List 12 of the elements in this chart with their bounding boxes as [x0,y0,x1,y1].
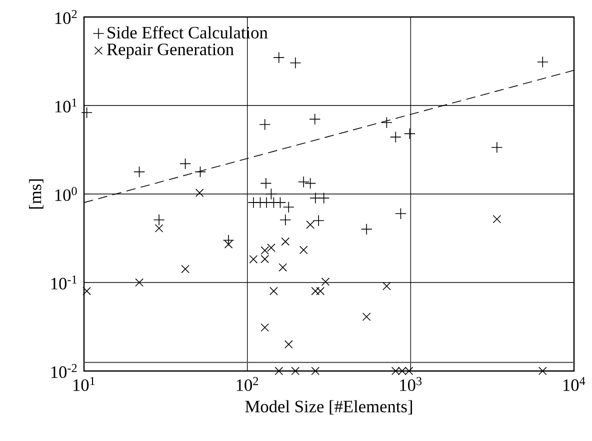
y-tick-label: 10$^{2}$ [55,10,77,24]
y-tick-label: 10$^{1}$ [55,98,77,112]
y-tick-label: 10$^{-1}$ [51,275,77,290]
legend-label: Repair Generation [107,44,234,59]
x-tick-label: 10$^{4}$ [563,377,586,391]
y-tick-label: 10$^{0}$ [55,186,77,202]
x-tick-label: 10$^{2}$ [236,377,258,392]
x-tick-label: 10$^{1}$ [74,377,95,392]
y-tick-label: 10$^{-2}$ [51,364,77,378]
x-axis-title: Model Size [#Elements] [245,400,412,415]
y-axis-title: [ms] [29,179,44,209]
x-tick-label: 10$^{3}$ [400,377,422,392]
